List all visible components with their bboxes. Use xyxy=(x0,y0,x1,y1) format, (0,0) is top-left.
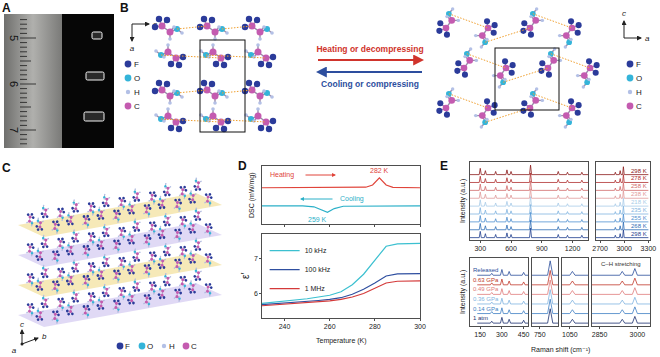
svg-text:Cooling or compressing: Cooling or compressing xyxy=(321,79,419,89)
svg-text:3000: 3000 xyxy=(616,245,632,252)
svg-text:F: F xyxy=(134,60,139,69)
svg-text:O: O xyxy=(636,74,642,83)
svg-text:6: 6 xyxy=(8,81,20,87)
svg-text:a: a xyxy=(645,34,650,43)
svg-text:0.14 GPa: 0.14 GPa xyxy=(473,306,499,312)
svg-text:c: c xyxy=(20,320,24,329)
svg-text:a: a xyxy=(12,346,17,355)
svg-text:240: 240 xyxy=(279,323,291,330)
svg-text:C: C xyxy=(636,102,642,111)
svg-text:300: 300 xyxy=(414,323,426,330)
svg-text:0.49 GPa: 0.49 GPa xyxy=(473,286,499,292)
svg-text:600: 600 xyxy=(505,245,517,252)
svg-text:Heating or decompressing: Heating or decompressing xyxy=(316,44,423,54)
svg-text:O: O xyxy=(147,342,153,351)
svg-text:3000: 3000 xyxy=(630,331,646,338)
svg-text:O: O xyxy=(134,74,140,83)
svg-text:b: b xyxy=(42,332,47,341)
svg-text:282 K: 282 K xyxy=(370,167,389,174)
svg-text:298 K: 298 K xyxy=(631,168,647,174)
svg-text:300: 300 xyxy=(474,245,486,252)
svg-text:H: H xyxy=(134,88,140,97)
svg-text:Intensity (a.u.): Intensity (a.u.) xyxy=(459,179,467,223)
svg-text:1 MHz: 1 MHz xyxy=(305,285,326,292)
svg-text:2850: 2850 xyxy=(592,331,608,338)
svg-text:D: D xyxy=(238,159,247,173)
svg-text:Cooling: Cooling xyxy=(340,195,364,203)
svg-text:Heating: Heating xyxy=(270,171,294,179)
svg-text:235 K: 235 K xyxy=(631,207,647,213)
svg-text:C: C xyxy=(191,342,197,351)
svg-text:1200: 1200 xyxy=(565,245,581,252)
svg-text:c: c xyxy=(622,9,626,18)
svg-text:E: E xyxy=(440,159,448,173)
svg-text:Temperature (K): Temperature (K) xyxy=(316,337,367,345)
svg-text:280: 280 xyxy=(369,323,381,330)
svg-text:c: c xyxy=(153,20,157,29)
svg-text:ε′: ε′ xyxy=(240,273,251,279)
svg-text:278 K: 278 K xyxy=(631,175,647,181)
svg-text:H: H xyxy=(636,88,642,97)
svg-text:3300: 3300 xyxy=(641,245,657,252)
svg-text:260: 260 xyxy=(324,323,336,330)
svg-text:450: 450 xyxy=(518,331,530,338)
svg-text:7: 7 xyxy=(254,255,258,262)
svg-text:298 K: 298 K xyxy=(631,231,647,237)
svg-text:C: C xyxy=(134,102,140,111)
svg-text:C: C xyxy=(2,161,11,175)
svg-text:218 K: 218 K xyxy=(631,199,647,205)
svg-text:268 K: 268 K xyxy=(631,223,647,229)
svg-text:5: 5 xyxy=(8,35,20,41)
svg-text:255 K: 255 K xyxy=(631,215,647,221)
svg-text:H: H xyxy=(169,342,175,351)
svg-text:258 K: 258 K xyxy=(631,183,647,189)
svg-text:A: A xyxy=(2,1,11,15)
svg-text:750: 750 xyxy=(534,331,546,338)
svg-text:6: 6 xyxy=(254,290,258,297)
svg-text:0.36 GPa: 0.36 GPa xyxy=(473,296,499,302)
svg-text:1 atm: 1 atm xyxy=(473,315,488,321)
svg-text:C–H stretching: C–H stretching xyxy=(601,261,641,267)
svg-text:259 K: 259 K xyxy=(308,216,327,223)
svg-text:7: 7 xyxy=(8,127,20,133)
svg-text:a: a xyxy=(130,44,135,53)
svg-text:F: F xyxy=(125,342,130,351)
svg-text:300: 300 xyxy=(496,331,508,338)
svg-text:DSC (mW/mg): DSC (mW/mg) xyxy=(248,173,256,219)
svg-text:Released: Released xyxy=(473,267,498,273)
svg-text:Intensity (a.u.): Intensity (a.u.) xyxy=(459,270,467,314)
svg-text:900: 900 xyxy=(536,245,548,252)
svg-text:100 kHz: 100 kHz xyxy=(305,266,331,273)
svg-text:2700: 2700 xyxy=(592,245,608,252)
svg-text:10 kHz: 10 kHz xyxy=(305,247,327,254)
svg-text:Raman shift (cm⁻¹): Raman shift (cm⁻¹) xyxy=(531,346,590,354)
svg-text:0.63 GPa: 0.63 GPa xyxy=(473,277,499,283)
svg-text:F: F xyxy=(636,60,641,69)
svg-text:1050: 1050 xyxy=(562,331,578,338)
svg-text:B: B xyxy=(120,1,129,15)
svg-text:150: 150 xyxy=(474,331,486,338)
svg-text:238 K: 238 K xyxy=(631,191,647,197)
